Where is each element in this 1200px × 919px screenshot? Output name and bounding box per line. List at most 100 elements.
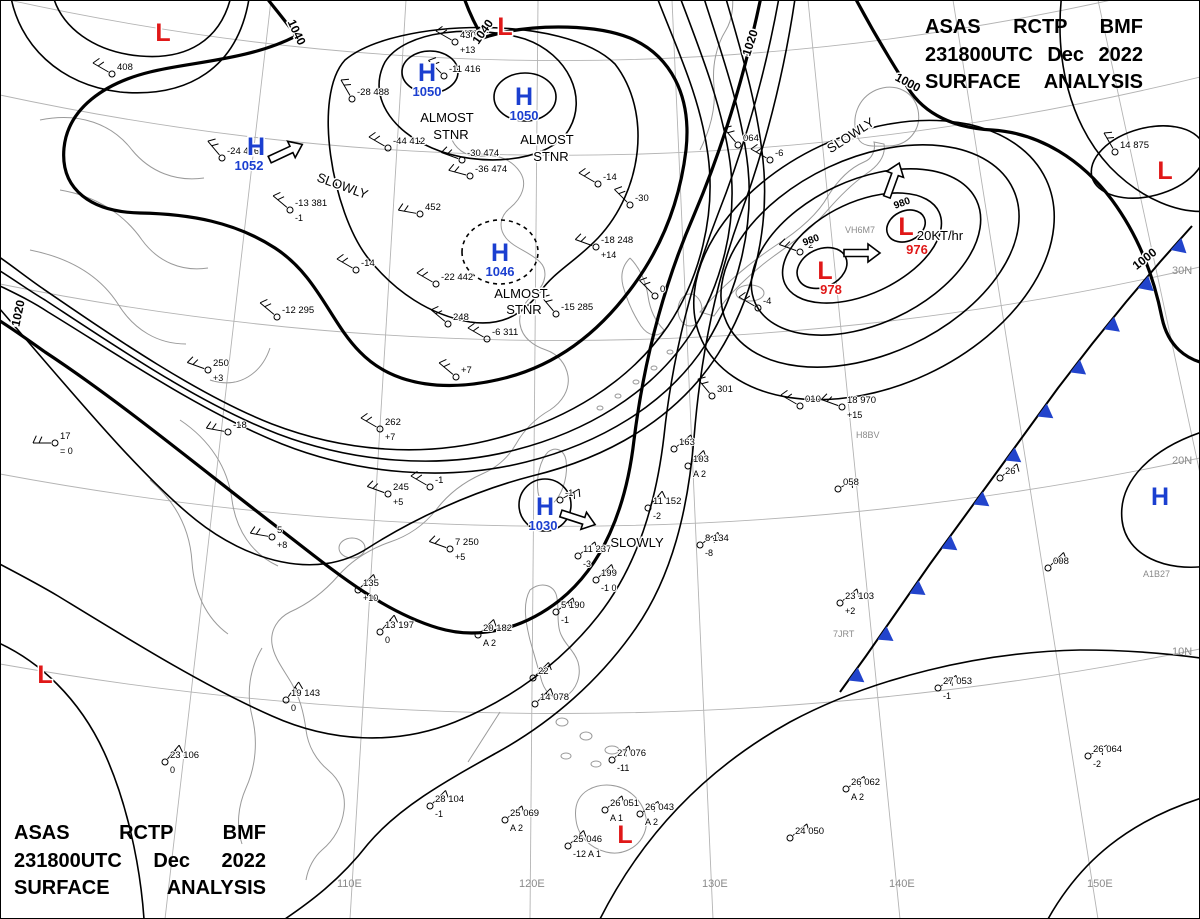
station-subvalue: A 1 <box>610 813 623 823</box>
station-value: -1 <box>435 475 443 486</box>
station-circle <box>384 490 392 498</box>
latitude-label: 10N <box>1172 646 1192 658</box>
wind-barb <box>614 189 628 203</box>
station-value: -4 <box>763 296 771 307</box>
center-pressure-value: 976 <box>906 242 928 257</box>
low-center: L <box>37 661 52 689</box>
station-value: 19 143 <box>291 688 320 699</box>
barb-feather <box>488 623 493 631</box>
barb-feather <box>521 805 525 814</box>
station-value: -28 488 <box>357 87 389 98</box>
coastline <box>209 347 271 384</box>
wind-barb <box>340 79 351 96</box>
station-plot: 14 875 <box>1103 131 1150 156</box>
isobar-ellipse <box>1090 125 1200 199</box>
coastline <box>854 86 920 147</box>
isobar-line <box>401 50 459 94</box>
barb-feather <box>574 233 582 240</box>
barb-feather <box>1016 463 1020 472</box>
station-plot: -28 488 <box>340 78 390 103</box>
station-value: 064 <box>743 133 759 144</box>
station-circle <box>592 576 600 584</box>
station-plot: -30 474 <box>440 146 500 164</box>
wind-barb <box>575 239 593 247</box>
barb-feather <box>703 450 707 459</box>
isobar-line <box>461 219 539 285</box>
station-value: -2 <box>805 240 813 251</box>
station-plot: 26 <box>996 463 1020 482</box>
isobar-line <box>0 0 711 451</box>
station-plot: 25 046 -12 A 1 <box>564 830 603 860</box>
station-plot: -18 248 +14 <box>574 233 634 261</box>
station-value: -18 <box>233 420 247 431</box>
motion-label: ALMOST <box>520 132 574 147</box>
station-circle <box>608 756 616 764</box>
barb-feather <box>1058 556 1063 564</box>
wind-barb <box>558 597 574 610</box>
wind-barb <box>639 280 653 294</box>
station-subvalue: -3 <box>583 559 591 569</box>
barb-feather <box>698 454 703 462</box>
isobar-ellipse <box>750 168 982 336</box>
barb-feather <box>1106 136 1115 139</box>
barb-feather <box>851 592 855 600</box>
barb-feather <box>572 597 576 606</box>
isobar-value-label: 1020 <box>8 298 27 327</box>
barb-feather <box>578 834 583 842</box>
coastline <box>271 139 569 881</box>
wind-barb <box>841 477 858 488</box>
station-plot: 26 062 A 2 <box>842 775 881 803</box>
station-circle <box>708 392 716 400</box>
station-circle <box>204 366 212 374</box>
station-value: -30 <box>635 193 649 204</box>
station-value: -22 442 <box>441 272 473 283</box>
station-circle <box>376 425 384 433</box>
barb-feather <box>685 438 689 446</box>
station-plot: 010 <box>780 389 822 410</box>
station-subvalue: A 2 <box>851 792 864 802</box>
barb-feather <box>750 143 758 150</box>
isobar-line <box>0 0 780 739</box>
isobar-line <box>0 0 733 462</box>
barb-feather <box>178 744 184 753</box>
station-subvalue: A 2 <box>483 638 496 648</box>
station-subvalue: +10 <box>363 593 378 603</box>
station-subvalue: -11 <box>617 763 629 773</box>
wind-barb <box>287 681 300 698</box>
station-value: 163 <box>679 437 695 448</box>
station-circle <box>934 684 942 692</box>
station-value: -36 474 <box>475 164 507 175</box>
station-plot: 22 <box>529 662 552 682</box>
island-outline <box>338 537 366 559</box>
parallel-line <box>0 266 1200 341</box>
station-value: 23 103 <box>845 591 874 602</box>
station-value: 008 <box>1053 556 1069 567</box>
station-plot: 23 106 0 <box>161 744 200 776</box>
station-value: -1 <box>565 488 573 499</box>
station-circle <box>286 206 294 214</box>
station-value: 0 <box>660 284 665 295</box>
barb-feather <box>440 29 448 35</box>
station-value: 103 <box>693 454 709 465</box>
barb-feather <box>661 490 667 499</box>
wind-barb <box>187 362 205 370</box>
wind-barb <box>676 434 692 447</box>
barb-feather <box>389 619 394 627</box>
barb-feather <box>652 804 655 812</box>
station-plot: 135+10 <box>354 574 380 604</box>
station-value: -14 <box>603 172 617 183</box>
wind-barb <box>259 302 275 315</box>
station-circle <box>644 504 652 512</box>
barb-feather <box>856 477 859 487</box>
station-value: 430 <box>460 30 476 41</box>
barb-feather <box>403 205 409 212</box>
barb-feather <box>443 363 451 368</box>
isobar-line <box>854 0 1200 364</box>
coastline <box>699 0 734 151</box>
station-value: 28 104 <box>435 794 464 805</box>
station-subvalue: A 2 <box>693 469 706 479</box>
station-value: -13 381 <box>295 198 327 209</box>
wind-barb <box>1050 552 1064 566</box>
barb-feather <box>192 359 199 365</box>
longitude-label: 150E <box>1087 878 1113 890</box>
